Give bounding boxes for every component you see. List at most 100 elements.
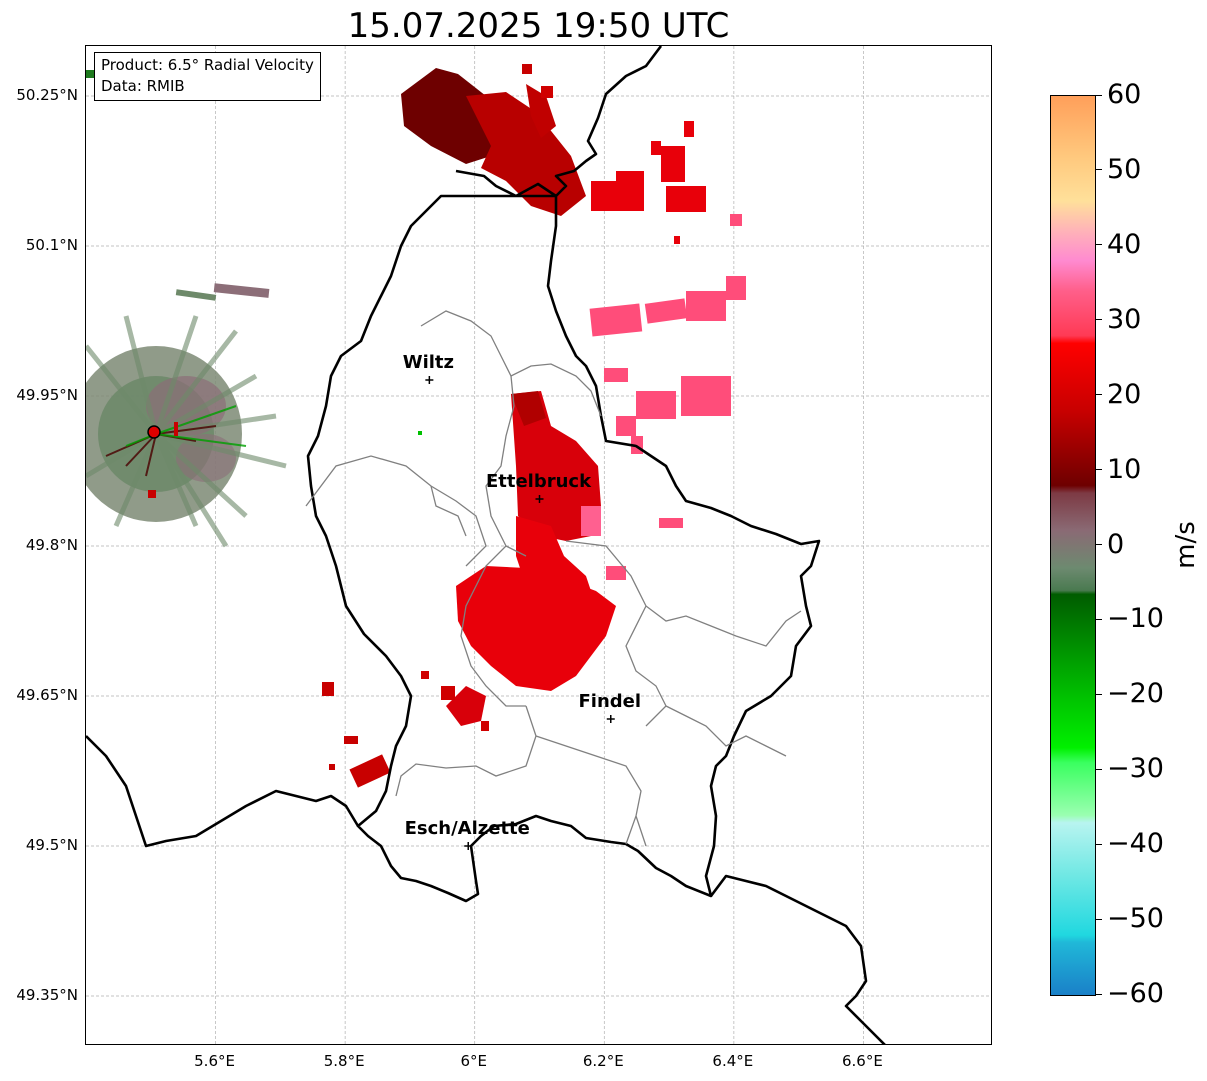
colorbar-tick-label: −60 — [1107, 978, 1164, 1009]
lat-tick-label: 49.35°N — [16, 986, 78, 1004]
lat-tick-label: 49.95°N — [16, 386, 78, 404]
central-speck-b — [481, 721, 489, 731]
colorbar-tick-mark — [1096, 169, 1102, 171]
radar-site-marker[interactable] — [147, 425, 161, 439]
germany-france-border — [709, 874, 886, 1044]
colorbar-tick-label: 10 — [1107, 453, 1142, 485]
data-source-label: Data: RMIB — [101, 77, 185, 95]
central-tail — [446, 686, 486, 726]
north-cell-b — [541, 86, 553, 98]
map-canvas — [86, 46, 991, 1044]
lat-tick-label: 49.65°N — [16, 686, 78, 704]
radar-map[interactable] — [85, 45, 992, 1045]
colorbar-fill — [1051, 96, 1095, 995]
central-speck-e — [606, 566, 626, 580]
north-cell-h — [684, 121, 694, 137]
colorbar-tick-mark — [1096, 768, 1102, 770]
sw-echo-a — [322, 682, 334, 696]
colorbar-tick-label: 50 — [1107, 153, 1142, 185]
city-marker-icon — [535, 495, 544, 503]
clutter-mauve-2 — [176, 434, 236, 482]
colorbar-tick-mark — [1096, 918, 1102, 920]
pink-band-3 — [686, 291, 726, 321]
north-cell-g — [651, 141, 661, 155]
clutter-bar-top-2 — [175, 289, 217, 301]
colorbar-tick-label: −30 — [1107, 753, 1164, 785]
lat-tick-label: 49.8°N — [25, 536, 78, 554]
central-speck-d — [581, 506, 601, 536]
colorbar-unit-label: m/s — [1171, 521, 1201, 569]
city-label: Wiltz — [402, 352, 454, 373]
north-cell-d — [616, 171, 644, 211]
colorbar-tick-label: −50 — [1107, 903, 1164, 935]
city-marker-icon — [425, 376, 434, 384]
city-label: Findel — [578, 691, 642, 712]
colorbar-tick-mark — [1096, 319, 1102, 321]
lon-tick-label: 6.2°E — [582, 1052, 624, 1070]
lon-tick-label: 6°E — [460, 1052, 487, 1070]
central-speck-a — [441, 686, 455, 700]
product-label: Product: 6.5° Radial Velocity — [101, 56, 314, 74]
colorbar-tick-label: 0 — [1107, 528, 1125, 560]
central-upper-dark — [511, 391, 546, 426]
colorbar-tick-mark — [1096, 843, 1102, 845]
city-marker-icon — [464, 842, 473, 850]
sw-echo-b — [344, 736, 358, 744]
north-storm-red — [466, 92, 586, 216]
city-label: Esch/Alzette — [404, 818, 530, 839]
map-title: 15.07.2025 19:50 UTC — [347, 6, 730, 46]
clutter-bar-top — [213, 283, 270, 298]
sw-echo-d — [329, 764, 335, 770]
colorbar-tick-mark — [1096, 469, 1102, 471]
colorbar-tick-mark — [1096, 993, 1102, 995]
central-storm-echo — [418, 391, 626, 731]
north-cell-j — [674, 236, 680, 244]
pink-band-2 — [644, 298, 688, 324]
central-lower — [456, 566, 616, 691]
pink-band-4 — [726, 276, 746, 300]
colorbar-tick-mark — [1096, 94, 1102, 96]
colorbar-tick-label: 30 — [1107, 303, 1142, 335]
product-info-box: Product: 6.5° Radial Velocity Data: RMIB — [94, 52, 321, 101]
canton-borders — [305, 310, 802, 847]
north-cell-a — [522, 64, 532, 74]
city-marker-icon — [606, 715, 615, 723]
north-storm-red-2 — [526, 84, 556, 138]
canton-border-c — [395, 375, 802, 847]
edge-echo-green — [86, 70, 94, 78]
city-label: Ettelbruck — [485, 471, 592, 492]
colorbar-tick-mark — [1096, 693, 1102, 695]
pink-band-5 — [681, 376, 731, 416]
sw-echo-c — [349, 754, 391, 788]
pink-band-10 — [659, 518, 683, 528]
central-upper — [511, 391, 601, 541]
colorbar-tick-mark — [1096, 544, 1102, 545]
colorbar-tick-label: −10 — [1107, 603, 1164, 635]
eastern-pink-echoes — [589, 214, 746, 528]
colorbar-tick-label: 60 — [1107, 79, 1142, 110]
north-cell-f — [666, 186, 706, 212]
north-storm-dark — [401, 68, 501, 164]
lat-tick-label: 50.25°N — [16, 86, 78, 104]
luxembourg-border — [306, 46, 821, 903]
colorbar-tick-mark — [1096, 394, 1102, 396]
clutter-red-1 — [148, 490, 156, 498]
lon-tick-label: 6.4°E — [712, 1052, 754, 1070]
lon-tick-label: 6.6°E — [842, 1052, 883, 1070]
colorbar-tick-label: 20 — [1107, 378, 1142, 410]
country-borders — [86, 46, 886, 1044]
pink-band-8 — [604, 368, 628, 382]
colorbar-gradient — [1051, 96, 1095, 995]
lon-tick-label: 5.8°E — [323, 1052, 365, 1070]
central-speck-c — [421, 671, 429, 679]
clutter-rays — [86, 315, 287, 548]
colorbar — [1050, 95, 1096, 996]
canton-border-b — [305, 455, 487, 567]
colorbar-tick-label: 40 — [1107, 228, 1142, 260]
pink-band-11 — [730, 214, 742, 226]
pink-band-7 — [616, 416, 636, 436]
colorbar-tick-mark — [1096, 244, 1102, 246]
city-markers — [425, 376, 615, 850]
radar-echoes — [86, 64, 746, 788]
colorbar-tick-label: −40 — [1107, 828, 1164, 860]
